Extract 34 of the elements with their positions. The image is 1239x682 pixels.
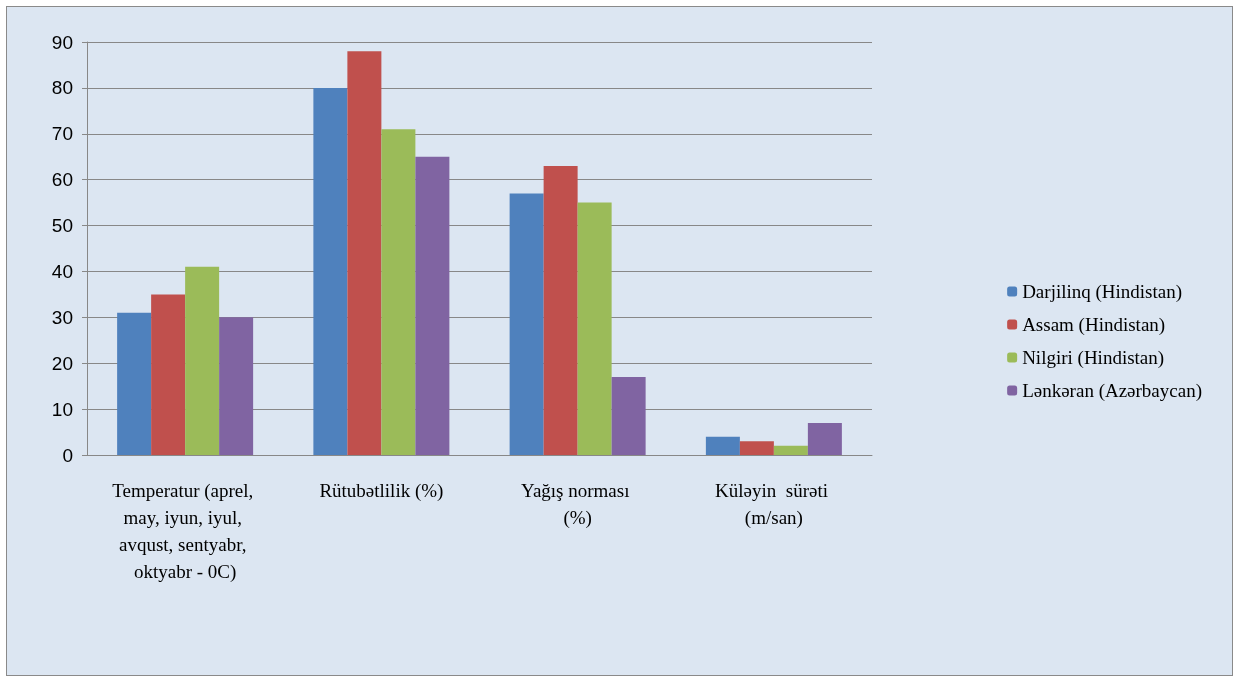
y-tick-label: 50 [51,215,73,237]
legend-label: Assam (Hindistan) [1022,314,1166,336]
bar [117,312,152,455]
bar [705,436,740,455]
legend-label: Lənkəran (Azərbaycan) [1022,380,1203,402]
y-tick-label: 40 [51,260,73,282]
bar [347,51,382,455]
y-tick-label: 80 [51,77,73,99]
legend-label: Darjilinq (Hindistan) [1022,281,1183,303]
bar [807,422,842,455]
bar [543,165,578,455]
x-tick-label: Rütubətlilik (%) [319,480,444,502]
bar [773,445,808,455]
bar [415,156,450,455]
bar [151,294,186,455]
bar [185,266,220,455]
bar [577,202,612,455]
bar [219,317,254,455]
y-tick-label: 90 [51,31,73,53]
bar [381,129,416,455]
bar [313,87,348,455]
y-tick-label: 20 [51,352,73,374]
y-tick-label: 0 [62,444,73,466]
bar [739,441,774,455]
y-tick-label: 70 [51,123,73,145]
legend-label: Nilgiri (Hindistan) [1022,347,1165,369]
x-tick-label: Yağış norması (%) [521,480,635,529]
y-tick-label: 10 [51,398,73,420]
y-tick-label: 30 [51,306,73,328]
y-tick-label: 60 [51,169,73,191]
x-tick-label: Küləyin sürəti (m/san) [715,480,833,529]
x-tick-label: Temperatur (aprel, may, iyun, iyul, avqust, sentyabr, oktyabr - 0C) [112,480,259,583]
bar [611,376,646,455]
bar [509,193,544,455]
